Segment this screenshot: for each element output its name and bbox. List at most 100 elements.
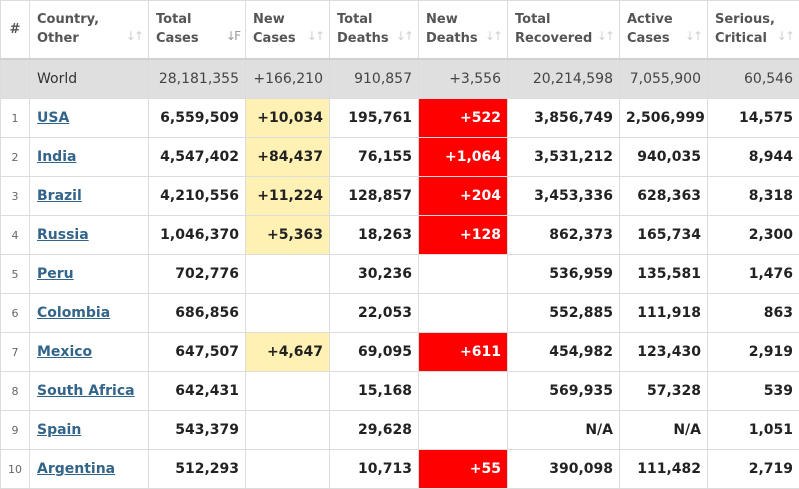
total-cases-cell: 543,379 xyxy=(148,410,246,450)
rank-cell: 8 xyxy=(0,371,30,411)
rank-cell: 4 xyxy=(0,215,30,255)
new-cases-cell: +4,647 xyxy=(245,332,330,372)
col-header-total-cases[interactable]: Total Cases ↓F xyxy=(148,0,246,60)
serious-critical-cell: 2,300 xyxy=(707,215,799,255)
new-deaths-cell: +522 xyxy=(418,98,508,138)
active-cases-cell: 135,581 xyxy=(619,254,708,294)
total-cases-cell: 28,181,355 xyxy=(148,58,246,99)
new-deaths-cell: +1,064 xyxy=(418,137,508,177)
new-deaths-cell xyxy=(418,293,508,333)
serious-critical-cell: 8,944 xyxy=(707,137,799,177)
country-link[interactable]: Russia xyxy=(37,227,89,243)
total-recovered-cell: 569,935 xyxy=(507,371,620,411)
country-cell: India xyxy=(29,137,149,177)
country-link[interactable]: Brazil xyxy=(37,188,82,204)
total-deaths-cell: 76,155 xyxy=(329,137,419,177)
country-cell: Peru xyxy=(29,254,149,294)
total-deaths-cell: 10,713 xyxy=(329,449,419,489)
total-deaths-cell: 910,857 xyxy=(329,58,419,99)
country-link[interactable]: USA xyxy=(37,110,70,126)
col-header-label: Recovered xyxy=(515,31,593,47)
total-recovered-cell: 536,959 xyxy=(507,254,620,294)
active-cases-cell: 111,918 xyxy=(619,293,708,333)
world-total-row: World 28,181,355 +166,210 910,857 +3,556… xyxy=(0,58,799,99)
new-deaths-cell: +3,556 xyxy=(418,58,508,99)
table-row: 1 USA 6,559,509 +10,034 195,761 +522 3,856,749… xyxy=(0,98,799,138)
col-header-label: Cases xyxy=(156,31,199,47)
col-header-label: Active xyxy=(627,12,673,28)
total-recovered-cell: 390,098 xyxy=(507,449,620,489)
table-row: 2 India 4,547,402 +84,437 76,155 +1,064 3,531,… xyxy=(0,137,799,177)
active-cases-cell: 628,363 xyxy=(619,176,708,216)
total-cases-cell: 1,046,370 xyxy=(148,215,246,255)
col-header-label: Deaths xyxy=(426,31,478,47)
country-cell: Russia xyxy=(29,215,149,255)
sort-arrows-icon[interactable]: ↓↑ xyxy=(776,28,795,43)
sort-arrows-icon[interactable]: ↓↑ xyxy=(596,28,615,43)
sort-descending-icon[interactable]: ↓F xyxy=(226,28,241,43)
col-header-total-recovered[interactable]: Total Recovered ↓↑ xyxy=(507,0,620,60)
col-header-label: Serious, xyxy=(715,12,775,28)
total-deaths-cell: 69,095 xyxy=(329,332,419,372)
new-cases-cell xyxy=(245,371,330,411)
total-cases-cell: 4,547,402 xyxy=(148,137,246,177)
country-link[interactable]: Peru xyxy=(37,266,74,282)
total-recovered-cell: 454,982 xyxy=(507,332,620,372)
col-header-country[interactable]: Country, Other ↓↑ xyxy=(29,0,149,60)
new-cases-cell: +11,224 xyxy=(245,176,330,216)
total-deaths-cell: 128,857 xyxy=(329,176,419,216)
table-row: 8 South Africa 642,431 15,168 569,935 57,328 5… xyxy=(0,371,799,411)
total-deaths-cell: 30,236 xyxy=(329,254,419,294)
col-header-total-deaths[interactable]: Total Deaths ↓↑ xyxy=(329,0,419,60)
col-header-label: Cases xyxy=(253,31,296,47)
col-header-label: Other xyxy=(37,31,79,47)
table-row: 5 Peru 702,776 30,236 536,959 135,581 1,476 xyxy=(0,254,799,294)
country-link[interactable]: Mexico xyxy=(37,344,93,360)
country-cell: Mexico xyxy=(29,332,149,372)
sort-arrows-icon[interactable]: ↓↑ xyxy=(306,28,325,43)
serious-critical-cell: 14,575 xyxy=(707,98,799,138)
table-row: 3 Brazil 4,210,556 +11,224 128,857 +204 3,453,… xyxy=(0,176,799,216)
country-link[interactable]: Colombia xyxy=(37,305,111,321)
country-cell: Spain xyxy=(29,410,149,450)
col-header-serious-critical[interactable]: Serious, Critical ↓↑ xyxy=(707,0,799,60)
country-link[interactable]: South Africa xyxy=(37,383,135,399)
total-recovered-cell: 552,885 xyxy=(507,293,620,333)
col-header-new-cases[interactable]: New Cases ↓↑ xyxy=(245,0,330,60)
country-link[interactable]: Argentina xyxy=(37,461,116,477)
total-cases-cell: 686,856 xyxy=(148,293,246,333)
col-header-label: Cases xyxy=(627,31,670,47)
new-deaths-cell xyxy=(418,371,508,411)
rank-cell: 5 xyxy=(0,254,30,294)
sort-arrows-icon[interactable]: ↓↑ xyxy=(395,28,414,43)
table-row: 10 Argentina 512,293 10,713 +55 390,098 111,48… xyxy=(0,449,799,489)
col-header-rank: # xyxy=(0,0,30,60)
serious-critical-cell: 8,318 xyxy=(707,176,799,216)
country-link[interactable]: Spain xyxy=(37,422,82,438)
col-header-label: Total xyxy=(337,12,373,28)
total-cases-cell: 4,210,556 xyxy=(148,176,246,216)
serious-critical-cell: 1,051 xyxy=(707,410,799,450)
col-header-rank-label: # xyxy=(9,21,21,37)
country-cell: World xyxy=(29,58,149,99)
active-cases-cell: N/A xyxy=(619,410,708,450)
sort-arrows-icon[interactable]: ↓↑ xyxy=(125,28,144,43)
rank-cell: 9 xyxy=(0,410,30,450)
sort-arrows-icon[interactable]: ↓↑ xyxy=(684,28,703,43)
total-cases-cell: 702,776 xyxy=(148,254,246,294)
total-recovered-cell: 3,856,749 xyxy=(507,98,620,138)
total-cases-cell: 512,293 xyxy=(148,449,246,489)
serious-critical-cell: 863 xyxy=(707,293,799,333)
total-deaths-cell: 22,053 xyxy=(329,293,419,333)
total-deaths-cell: 15,168 xyxy=(329,371,419,411)
col-header-active-cases[interactable]: Active Cases ↓↑ xyxy=(619,0,708,60)
total-recovered-cell: 20,214,598 xyxy=(507,58,620,99)
active-cases-cell: 111,482 xyxy=(619,449,708,489)
country-link[interactable]: India xyxy=(37,149,77,165)
new-deaths-cell xyxy=(418,254,508,294)
new-cases-cell xyxy=(245,254,330,294)
sort-arrows-icon[interactable]: ↓↑ xyxy=(484,28,503,43)
table-row: 6 Colombia 686,856 22,053 552,885 111,918 863 xyxy=(0,293,799,333)
col-header-new-deaths[interactable]: New Deaths ↓↑ xyxy=(418,0,508,60)
